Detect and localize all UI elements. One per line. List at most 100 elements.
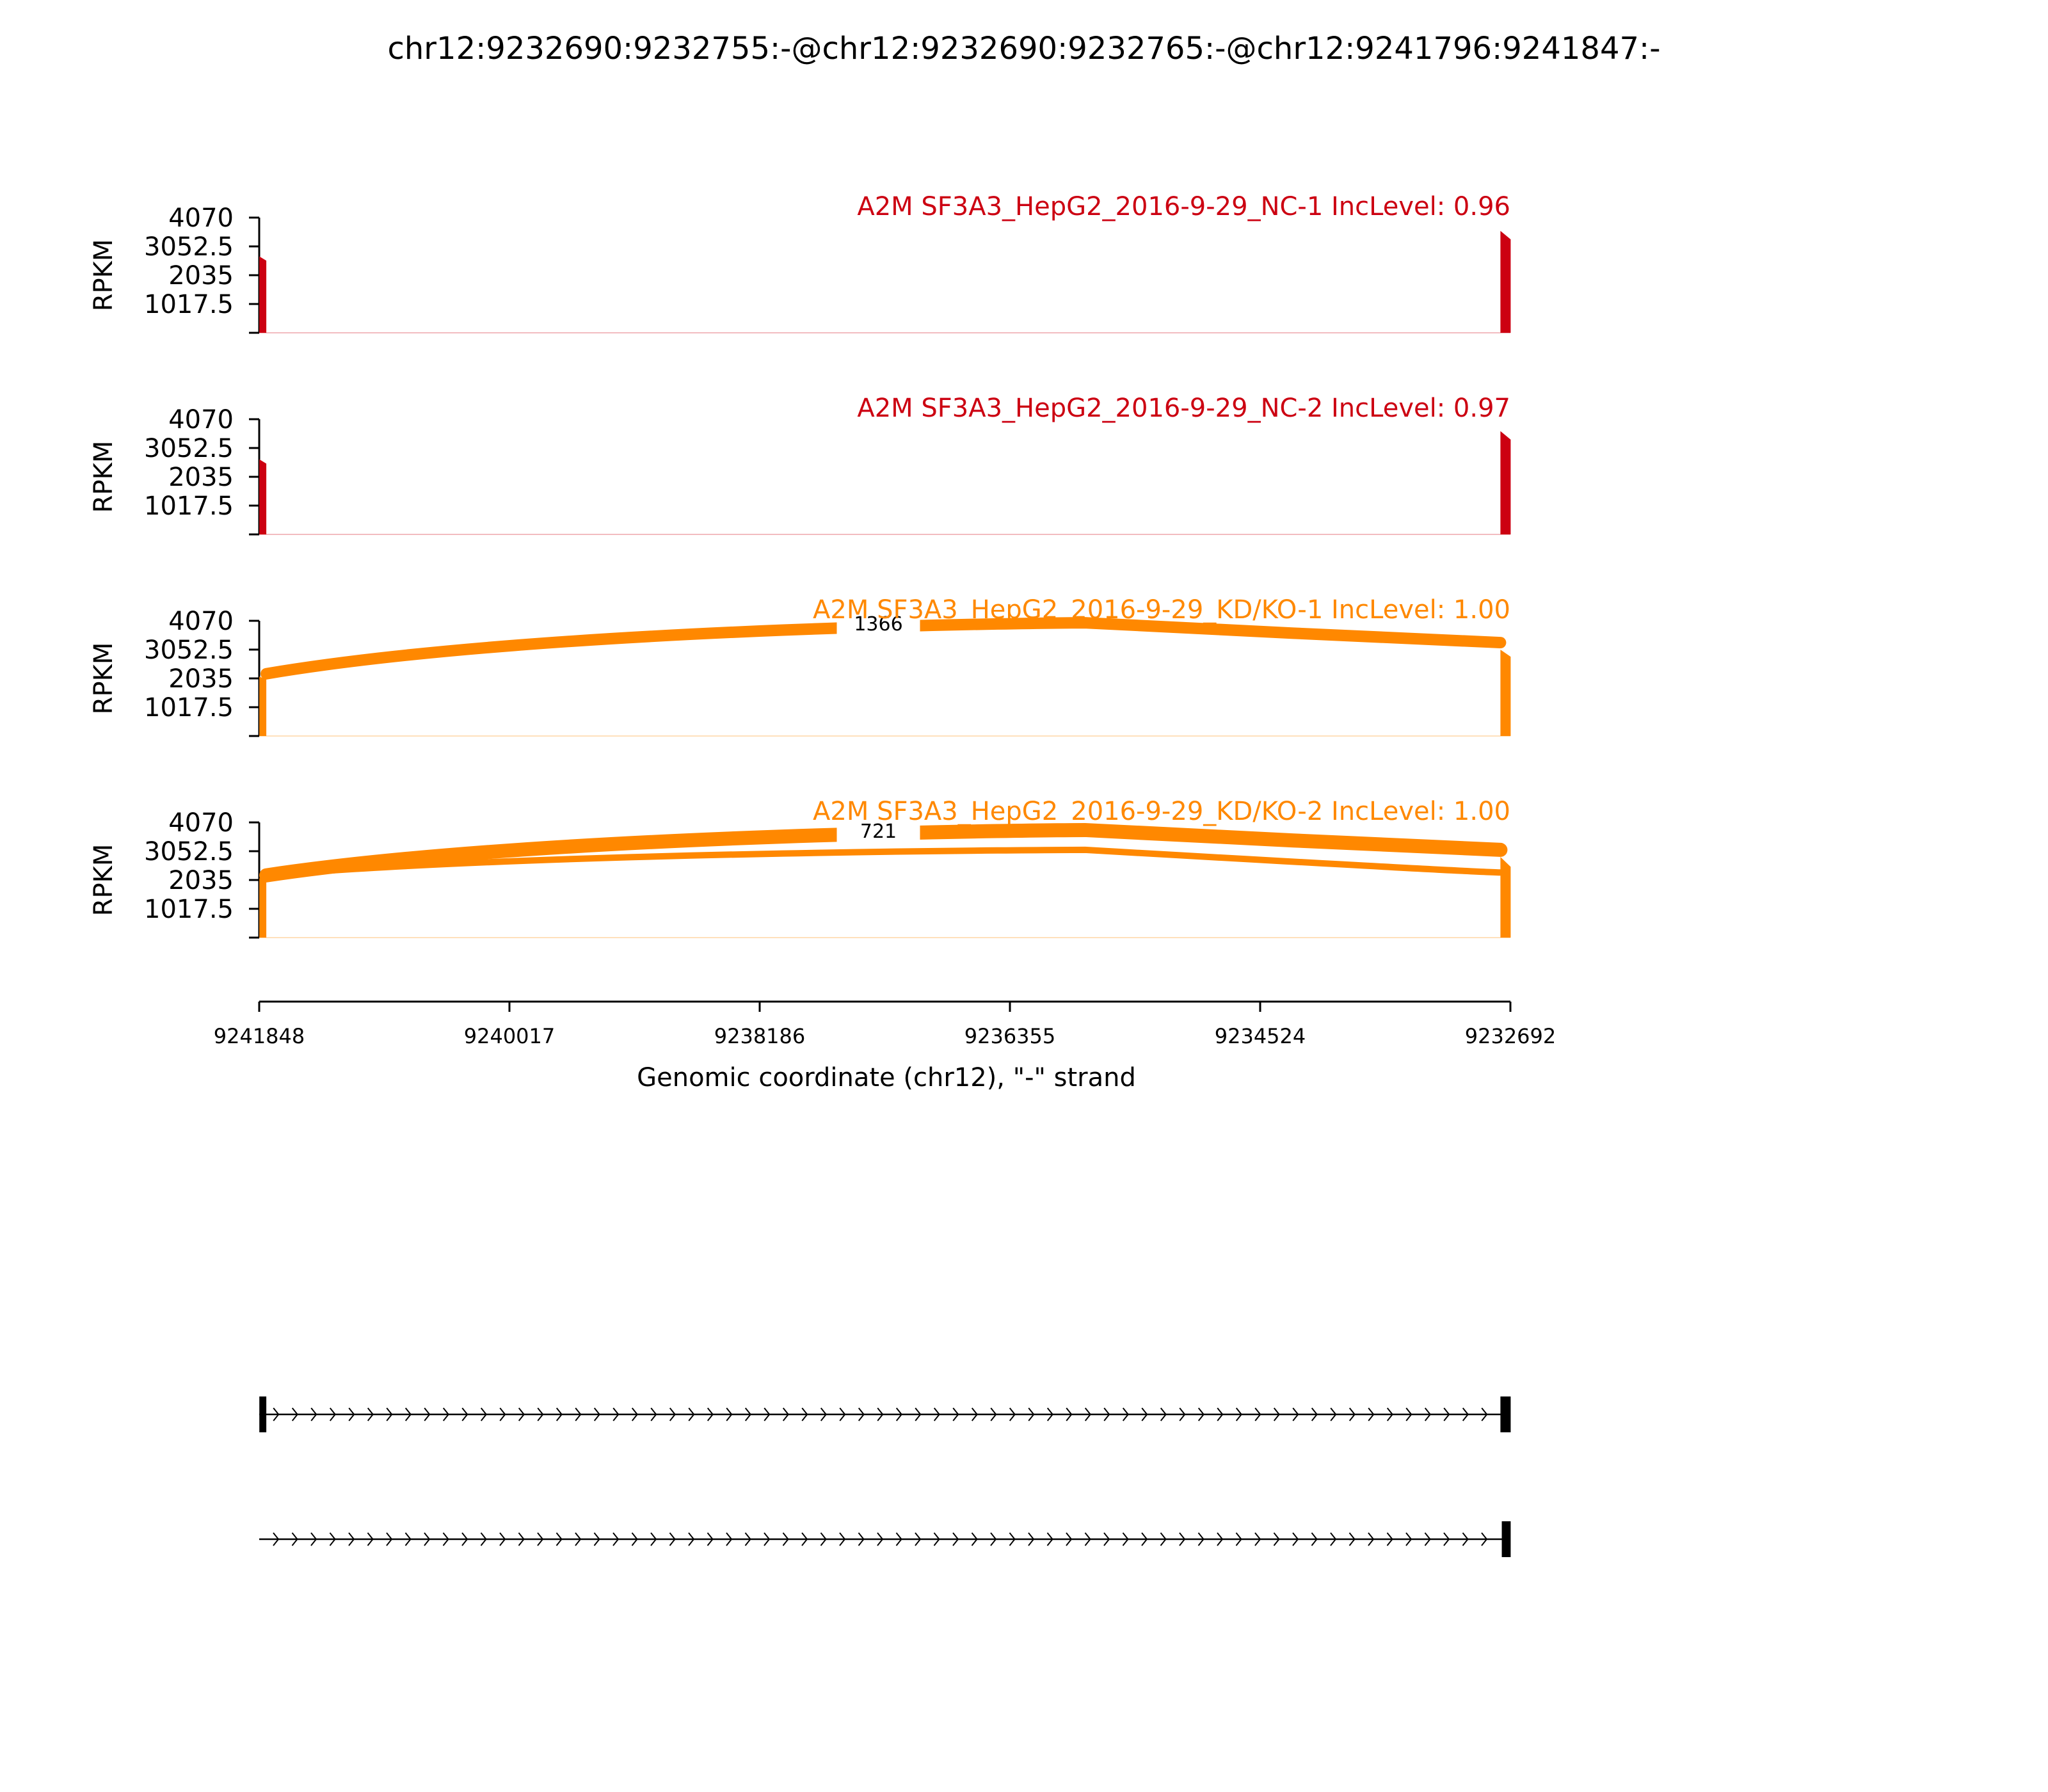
strand-arrow [1235,1532,1242,1546]
strand-arrow [1292,1407,1299,1421]
y-tick-label: 2035 [168,463,234,492]
strand-arrow [650,1532,657,1546]
strand-arrow [575,1407,582,1421]
strand-arrow [1311,1532,1318,1546]
strand-arrow [669,1532,676,1546]
strand-arrow [575,1532,582,1546]
strand-arrow [1197,1407,1204,1421]
strand-arrow [424,1407,431,1421]
y-tick-label: 4070 [168,405,234,435]
strand-arrow [801,1407,808,1421]
y-tick-label: 3052.5 [144,434,234,463]
strand-arrow [952,1532,959,1546]
exon-block [1501,1521,1511,1557]
strand-arrow [480,1532,487,1546]
strand-arrow [499,1407,506,1421]
strand-arrow [329,1532,336,1546]
strand-arrow [1084,1407,1091,1421]
strand-arrow [1254,1532,1261,1546]
y-axis-label: RPKM [89,239,118,312]
strand-arrow [348,1532,355,1546]
strand-arrow [877,1407,884,1421]
strand-arrow [386,1532,393,1546]
junction-arc-1 [260,617,1507,680]
strand-arrow [1217,1532,1224,1546]
strand-arrow [895,1532,902,1546]
strand-arrow [1046,1532,1053,1546]
transcript-models [259,1396,1511,1557]
strand-arrow [688,1532,695,1546]
y-tick-label: 1017.5 [144,895,234,924]
strand-arrow [593,1532,600,1546]
strand-arrow [1028,1407,1035,1421]
strand-arrow [612,1407,620,1421]
strand-arrow [1103,1407,1110,1421]
strand-arrow [933,1532,940,1546]
strand-arrow [631,1532,638,1546]
strand-arrow [1386,1407,1393,1421]
strand-arrow [839,1532,846,1546]
strand-arrow [1160,1532,1167,1546]
junction-count-bg [836,818,920,844]
strand-arrow [1348,1407,1356,1421]
strand-arrow [1424,1532,1431,1546]
junction-count-label: 721 [860,820,897,843]
coverage-block-2 [1500,856,1511,938]
strand-arrow [1330,1407,1337,1421]
strand-arrow [782,1532,789,1546]
strand-arrow [933,1407,940,1421]
strand-arrow [1443,1532,1450,1546]
strand-arrow [556,1532,563,1546]
strand-arrow [895,1407,902,1421]
y-tick-label: 4070 [168,607,234,636]
strand-arrow [877,1532,884,1546]
strand-arrow [971,1532,978,1546]
junction-count-label: 1366 [854,613,902,636]
strand-arrow [726,1407,733,1421]
strand-arrow [1141,1532,1148,1546]
y-tick-label: 1017.5 [144,290,234,319]
strand-arrow [404,1532,412,1546]
strand-arrow [442,1532,449,1546]
strand-arrow [1179,1407,1186,1421]
strand-arrow [1462,1532,1469,1546]
strand-arrow [1481,1532,1488,1546]
strand-arrow [1028,1532,1035,1546]
strand-arrow [1009,1532,1016,1546]
strand-arrow [971,1407,978,1421]
strand-arrow [593,1407,600,1421]
panel-label: A2M SF3A3_HepG2_2016-9-29_NC-1 IncLevel:… [857,192,1510,221]
strand-arrow [424,1532,431,1546]
strand-arrow [1348,1532,1356,1546]
strand-arrow [1160,1407,1167,1421]
y-axis-label: RPKM [89,643,118,715]
strand-arrow [764,1407,771,1421]
strand-arrow [518,1407,525,1421]
strand-arrow [480,1407,487,1421]
exon-block [259,1396,267,1432]
strand-arrow [1179,1532,1186,1546]
strand-arrow [1046,1407,1053,1421]
strand-arrow [442,1407,449,1421]
strand-arrow [858,1532,865,1546]
strand-arrow [764,1532,771,1546]
x-axis: 9241848 9240017 9238186 9236355 9234524 92326… [214,1000,1556,1048]
strand-arrow [404,1407,412,1421]
strand-arrow [329,1407,336,1421]
y-tick-label: 2035 [168,664,234,694]
chart-title: chr12:9232690:9232755:-@chr12:9232690:92… [387,31,1660,67]
strand-arrow [820,1532,827,1546]
strand-arrow [707,1407,714,1421]
strand-arrow [1292,1532,1299,1546]
strand-arrow [990,1407,997,1421]
strand-arrow [1405,1532,1412,1546]
strand-arrow [1141,1407,1148,1421]
strand-arrow [839,1407,846,1421]
coverage-block-1 [259,878,267,938]
transcript-2 [259,1521,1511,1557]
x-axis-label: Genomic coordinate (chr12), "-" strand [637,1063,1136,1092]
strand-arrow [631,1407,638,1421]
